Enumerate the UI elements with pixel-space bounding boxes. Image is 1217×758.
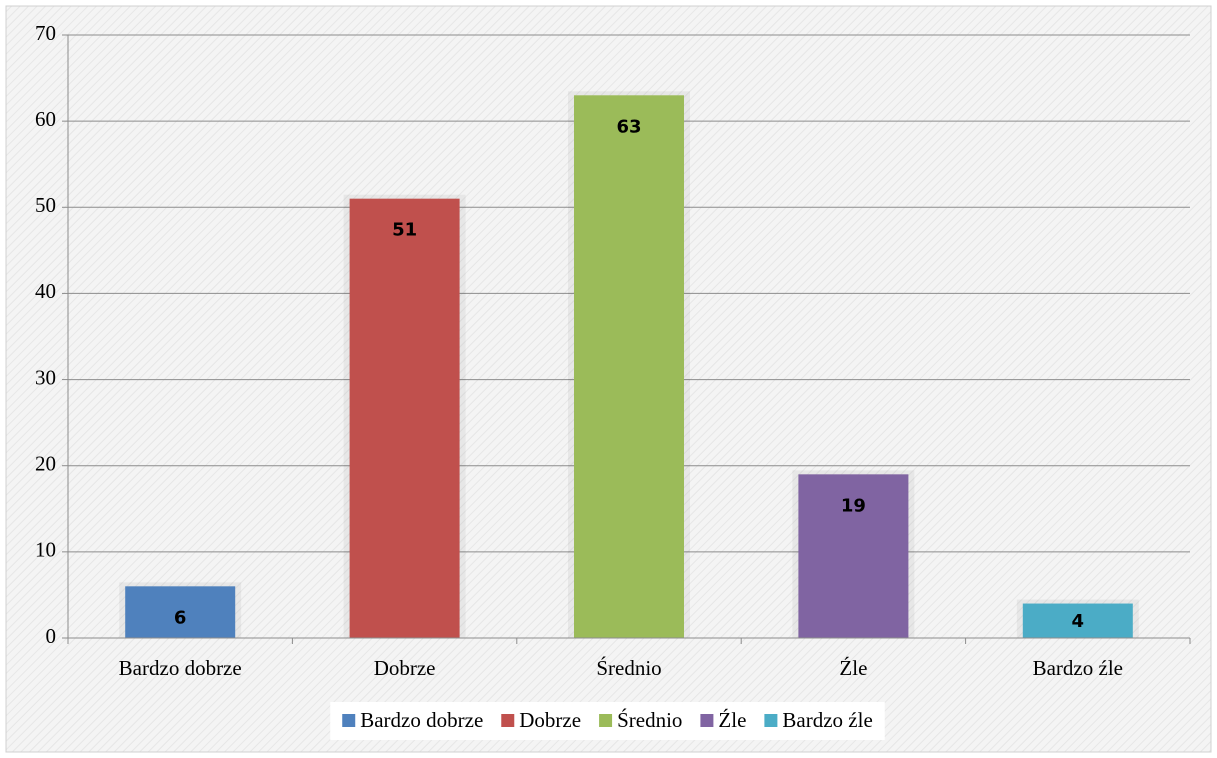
y-tick-label: 50 xyxy=(35,193,56,217)
y-tick-label: 20 xyxy=(35,452,56,476)
x-tick-label: Źle xyxy=(839,656,867,680)
legend-label: Średnio xyxy=(617,708,682,732)
legend-swatch xyxy=(342,714,356,727)
x-tick-label: Bardzo dobrze xyxy=(119,656,242,680)
bar xyxy=(574,95,684,639)
legend-label: Źle xyxy=(718,708,746,732)
bar xyxy=(1022,603,1133,638)
y-tick-label: 60 xyxy=(35,107,56,131)
bar xyxy=(125,586,236,638)
data-label: 6 xyxy=(174,607,187,628)
y-tick-label: 70 xyxy=(35,21,56,45)
data-label: 19 xyxy=(841,495,866,516)
legend-swatch xyxy=(599,714,613,727)
legend-label: Bardzo dobrze xyxy=(360,708,483,732)
data-label: 51 xyxy=(392,220,417,241)
legend-swatch xyxy=(700,714,714,727)
legend-label: Bardzo źle xyxy=(782,708,872,732)
x-tick-label: Średnio xyxy=(596,656,661,680)
y-tick-label: 0 xyxy=(46,624,57,648)
y-tick-label: 10 xyxy=(35,538,56,562)
legend-label: Dobrze xyxy=(519,708,581,732)
legend: Bardzo dobrze Dobrze Średnio Źle Bardzo źle xyxy=(330,702,885,740)
x-tick-label: Bardzo źle xyxy=(1033,656,1123,680)
x-tick-label: Dobrze xyxy=(374,656,436,680)
legend-swatch xyxy=(764,714,778,727)
bar xyxy=(349,198,460,638)
data-label: 63 xyxy=(616,116,641,137)
y-tick-label: 40 xyxy=(35,279,56,303)
y-tick-label: 30 xyxy=(35,365,56,389)
bar xyxy=(798,474,909,638)
legend-swatch xyxy=(501,714,515,727)
data-label: 4 xyxy=(1072,611,1085,632)
